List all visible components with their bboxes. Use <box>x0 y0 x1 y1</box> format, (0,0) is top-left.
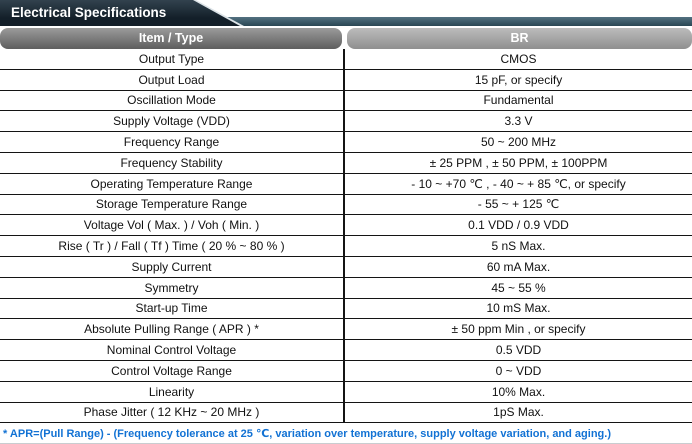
column-header-br: BR <box>347 28 692 49</box>
item-cell: Rise ( Tr ) / Fall ( Tf ) Time ( 20 % ~ … <box>0 236 345 256</box>
table-row: Absolute Pulling Range ( APR ) * ± 50 pp… <box>0 319 692 341</box>
table-row: Supply Current 60 mA Max. <box>0 256 692 278</box>
value-cell: 50 ~ 200 MHz <box>480 135 557 150</box>
header-strip <box>0 17 692 26</box>
table-row: Output Type CMOS <box>0 49 692 70</box>
table-row: Phase Jitter ( 12 KHz ~ 20 MHz ) 1pS Max… <box>0 402 692 424</box>
section-title-tab: Electrical Specifications <box>0 0 240 26</box>
table-row: Rise ( Tr ) / Fall ( Tf ) Time ( 20 % ~ … <box>0 236 692 257</box>
value-cell: 10 mS Max. <box>486 301 551 316</box>
item-cell: Oscillation Mode <box>0 90 345 111</box>
table-row: Oscillation Mode Fundamental <box>0 90 692 112</box>
item-cell: Output Type <box>0 49 345 69</box>
value-cell: 60 mA Max. <box>486 259 551 274</box>
value-cell: CMOS <box>500 51 537 66</box>
value-cell: - 10 ~ +70 ℃ , - 40 ~ + 85 ℃, or specify <box>411 176 626 191</box>
item-cell: Start-up Time <box>0 298 345 319</box>
column-header-label: Item / Type <box>138 31 204 45</box>
table-row: Symmetry 45 ~ 55 % <box>0 277 692 299</box>
value-cell: 15 pF, or specify <box>474 72 563 87</box>
section-title: Electrical Specifications <box>11 5 167 20</box>
value-cell: - 55 ~ + 125 ℃ <box>477 197 560 212</box>
table-header-row: Item / Type BR <box>0 28 692 49</box>
item-cell: Nominal Control Voltage <box>0 340 345 360</box>
item-cell: Storage Temperature Range <box>0 194 345 215</box>
table-row: Operating Temperature Range - 10 ~ +70 ℃… <box>0 173 692 195</box>
item-cell: Frequency Range <box>0 132 345 152</box>
value-cell: 45 ~ 55 % <box>491 280 546 295</box>
item-cell: Phase Jitter ( 12 KHz ~ 20 MHz ) <box>0 402 345 423</box>
value-cell: ± 50 ppm Min , or specify <box>451 322 586 337</box>
value-cell: ± 25 PPM , ± 50 PPM, ± 100PPM <box>429 155 608 170</box>
spec-table-body: Output Type CMOS Output Load 15 pF, or s… <box>0 49 692 424</box>
section-header: Electrical Specifications <box>0 0 692 27</box>
item-cell: Linearity <box>0 381 345 402</box>
table-row: Frequency Range 50 ~ 200 MHz <box>0 132 692 153</box>
value-cell: 0 ~ VDD <box>495 363 542 378</box>
item-cell: Output Load <box>0 69 345 90</box>
value-cell: Fundamental <box>483 93 554 108</box>
table-row: Nominal Control Voltage 0.5 VDD <box>0 340 692 361</box>
value-cell: 3.3 V <box>504 114 533 129</box>
table-row: Output Load 15 pF, or specify <box>0 69 692 91</box>
item-cell: Voltage Vol ( Max. ) / Voh ( Min. ) <box>0 215 345 236</box>
item-cell: Absolute Pulling Range ( APR ) * <box>0 319 345 340</box>
table-row: Start-up Time 10 mS Max. <box>0 298 692 320</box>
item-cell: Symmetry <box>0 277 345 298</box>
item-cell: Control Voltage Range <box>0 360 345 381</box>
value-cell: 5 nS Max. <box>491 239 546 254</box>
value-cell: 0.5 VDD <box>495 343 542 358</box>
value-cell: 10% Max. <box>491 384 546 399</box>
table-row: Control Voltage Range 0 ~ VDD <box>0 360 692 382</box>
table-row: Voltage Vol ( Max. ) / Voh ( Min. ) 0.1 … <box>0 215 692 237</box>
item-cell: Operating Temperature Range <box>0 173 345 194</box>
value-cell: 1pS Max. <box>493 405 544 420</box>
column-header-item-type: Item / Type <box>0 28 342 49</box>
column-header-label: BR <box>510 31 529 45</box>
table-row: Storage Temperature Range - 55 ~ + 125 ℃ <box>0 194 692 216</box>
item-cell: Frequency Stability <box>0 152 345 173</box>
table-row: Linearity 10% Max. <box>0 381 692 403</box>
value-cell: 0.1 VDD / 0.9 VDD <box>468 218 569 233</box>
footnote: * APR=(Pull Range) - (Frequency toleranc… <box>3 428 611 441</box>
table-row: Frequency Stability ± 25 PPM , ± 50 PPM,… <box>0 152 692 174</box>
table-row: Supply Voltage (VDD) 3.3 V <box>0 111 692 133</box>
item-cell: Supply Voltage (VDD) <box>0 111 345 132</box>
item-cell: Supply Current <box>0 256 345 277</box>
